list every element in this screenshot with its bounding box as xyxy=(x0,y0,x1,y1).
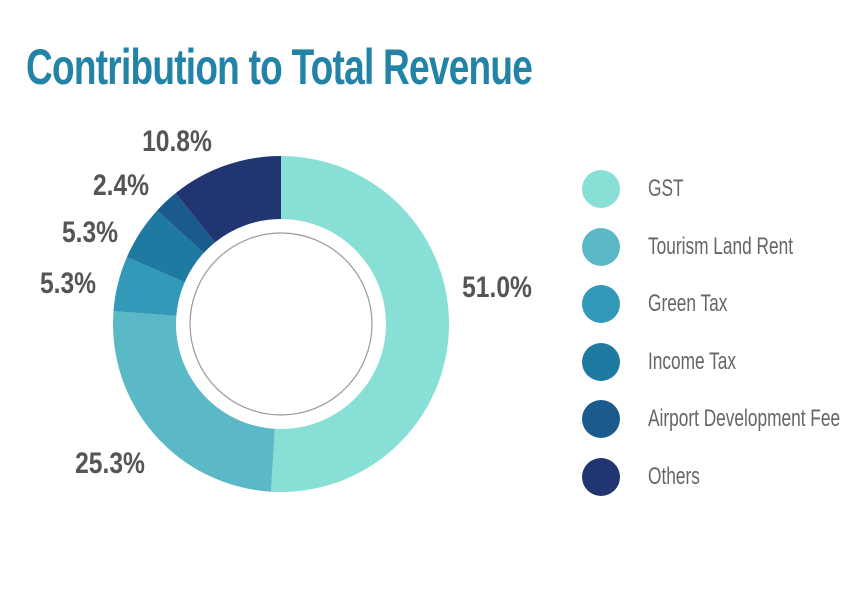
legend-item-green-tax: Green Tax xyxy=(582,285,868,324)
donut-slice-income-tax xyxy=(126,210,204,283)
donut-slice-green-tax xyxy=(113,257,185,316)
legend-label: Green Tax xyxy=(648,290,728,318)
legend-swatch xyxy=(582,285,620,324)
legend-item-airport-development-fee: Airport Development Fee xyxy=(582,400,868,439)
legend-swatch xyxy=(582,400,620,439)
donut-slice-gst xyxy=(270,156,450,492)
value-label: 51.0% xyxy=(462,270,532,304)
legend-swatch xyxy=(582,457,620,496)
value-label: 5.3% xyxy=(62,215,118,249)
value-label: 10.8% xyxy=(142,124,212,158)
legend-swatch xyxy=(582,227,620,266)
legend-item-income-tax: Income Tax xyxy=(582,342,868,381)
value-label: 2.4% xyxy=(93,168,149,202)
legend-item-tourism-land-rent: Tourism Land Rent xyxy=(582,227,868,266)
legend-label: GST xyxy=(648,175,684,202)
legend-item-gst: GST xyxy=(582,170,868,208)
donut-slices xyxy=(113,156,450,492)
donut-slice-tourism-land-rent xyxy=(113,311,275,492)
legend-label: Income Tax xyxy=(648,347,737,375)
legend-label: Tourism Land Rent xyxy=(648,232,794,260)
value-label: 25.3% xyxy=(75,446,145,480)
donut-slice-others xyxy=(175,156,281,243)
legend-swatch xyxy=(582,170,620,208)
chart-title: Contribution to Total Revenue xyxy=(26,39,533,95)
legend-label: Others xyxy=(648,462,700,490)
legend-swatch xyxy=(582,342,620,381)
legend-label: Airport Development Fee xyxy=(648,405,841,433)
donut-slice-airport-development-fee xyxy=(157,193,216,254)
legend-item-others: Others xyxy=(582,457,868,496)
value-labels: 51.0% 25.3% 5.3% 5.3% 2.4% 10.8% xyxy=(40,124,532,480)
donut-hole xyxy=(189,232,373,416)
legend: GST Tourism Land Rent Green Tax Income T… xyxy=(582,170,868,516)
value-label: 5.3% xyxy=(40,266,96,300)
